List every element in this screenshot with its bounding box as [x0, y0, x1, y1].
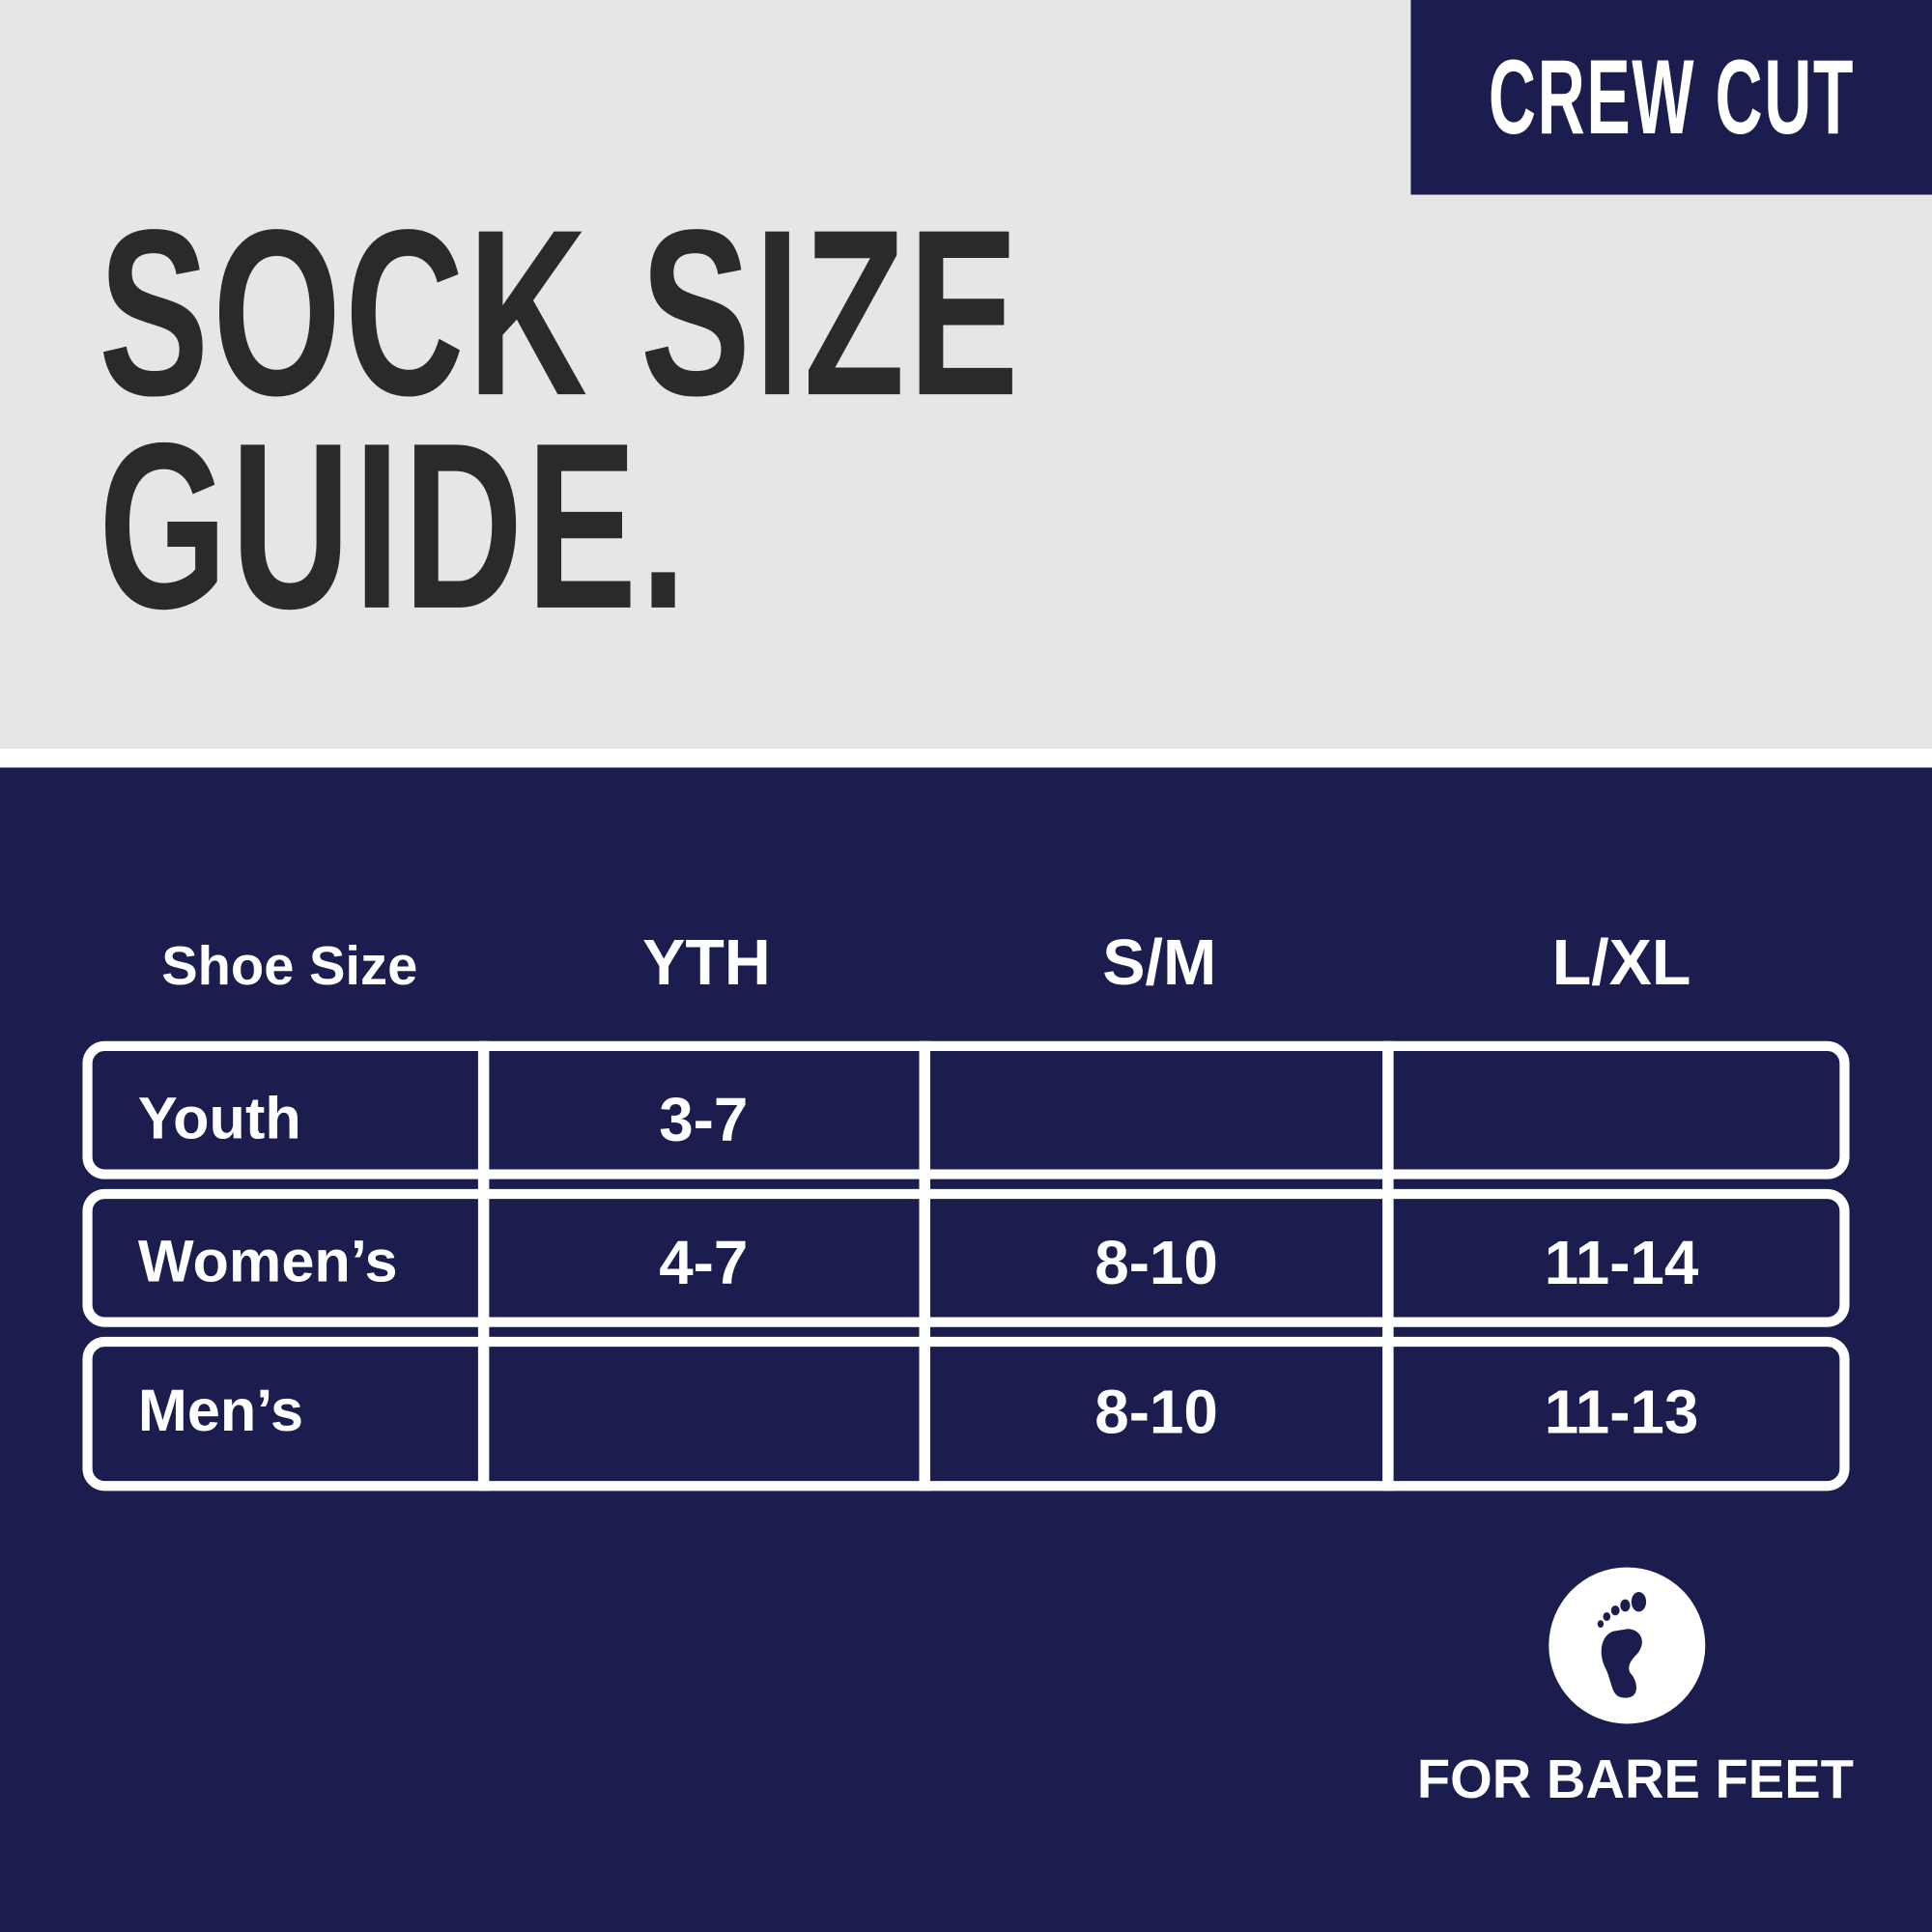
cell-womens-sm: 8-10: [1094, 1228, 1218, 1298]
column-divider: [1382, 1040, 1394, 1492]
page-title-line1: SOCK SIZE: [99, 180, 1023, 445]
cell-youth-yth: 3-7: [659, 1085, 749, 1155]
shoe-size-header: Shoe Size: [161, 936, 418, 997]
size-panel: [0, 767, 1932, 1932]
cell-mens-lxl: 11-13: [1544, 1378, 1699, 1447]
badge-text: CREW CUT: [1488, 37, 1855, 156]
divider: [0, 748, 1932, 768]
table-row: [82, 1040, 1850, 1179]
page-title-line2: GUIDE.: [99, 392, 691, 659]
column-divider: [919, 1040, 931, 1492]
cell-womens-yth: 4-7: [659, 1228, 749, 1298]
column-header-lxl: L/XL: [1551, 927, 1691, 1000]
table-row: [82, 1336, 1850, 1492]
bare-feet-label: FOR BARE FEET: [1416, 1749, 1854, 1810]
row-label-youth: Youth: [137, 1086, 301, 1152]
column-divider: [477, 1040, 490, 1492]
row-label-womens: Women’s: [137, 1229, 398, 1295]
crew-cut-badge: CREW CUT: [1410, 0, 1932, 195]
cell-mens-sm: 8-10: [1094, 1378, 1218, 1447]
bare-foot-icon: [1548, 1567, 1706, 1724]
cell-womens-lxl: 11-14: [1544, 1228, 1699, 1298]
column-header-sm: S/M: [1102, 927, 1217, 1000]
row-label-mens: Men’s: [137, 1378, 304, 1444]
table-row: [82, 1188, 1850, 1327]
column-header-yth: YTH: [642, 927, 771, 1000]
